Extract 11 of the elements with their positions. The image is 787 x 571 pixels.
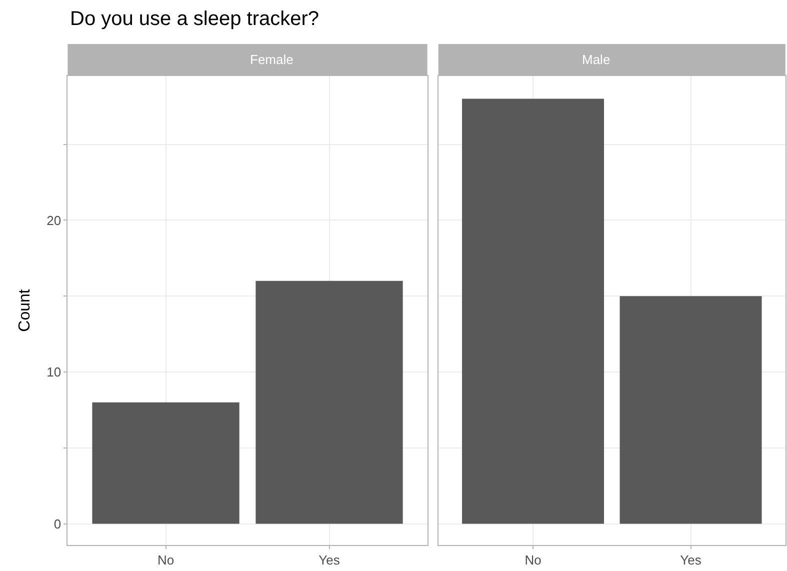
x-tick-label: No <box>157 552 174 568</box>
chart-subtitle: Female <box>250 52 294 67</box>
y-tick-label: 0 <box>54 516 62 532</box>
chart-title: Do you use a sleep tracker? <box>70 8 320 30</box>
chart-subtitle: Male <box>582 52 610 67</box>
x-tick-label: Yes <box>318 552 340 568</box>
y-axis-title: Count <box>16 288 34 332</box>
x-tick-label: Yes <box>680 552 702 568</box>
y-tick-label: 10 <box>46 364 62 380</box>
y-tick-label: 20 <box>46 212 62 228</box>
x-tick-label: No <box>524 552 542 568</box>
